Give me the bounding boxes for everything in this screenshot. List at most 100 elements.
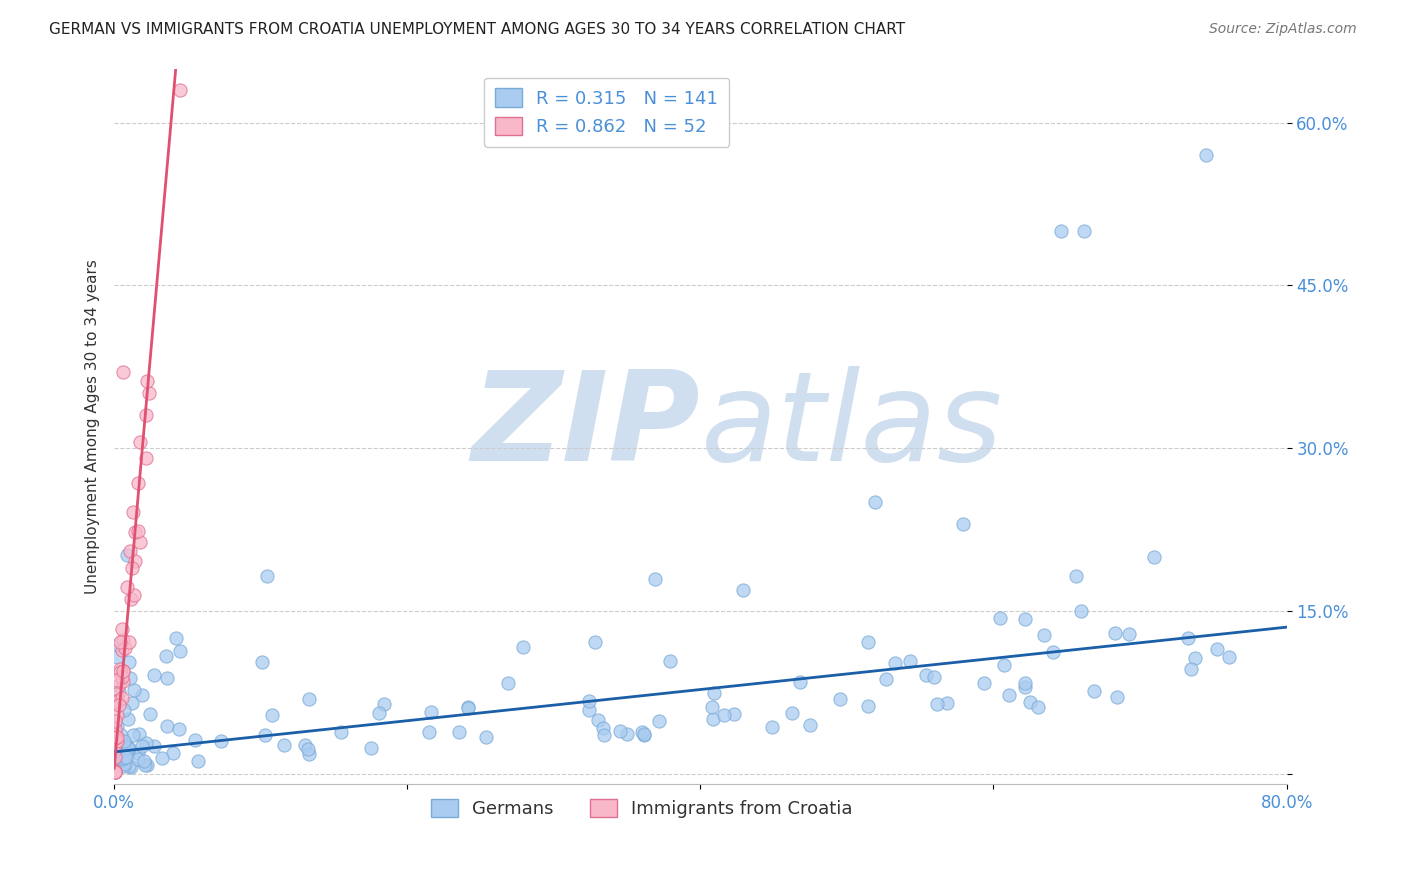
Point	[112, 703, 135, 717]
Point	[1042, 645, 1064, 659]
Point	[457, 700, 479, 714]
Point	[723, 707, 745, 722]
Point	[134, 758, 156, 772]
Point	[703, 686, 725, 700]
Legend: Germans, Immigrants from Croatia: Germans, Immigrants from Croatia	[423, 792, 860, 825]
Point	[107, 684, 129, 698]
Point	[127, 752, 149, 766]
Point	[294, 738, 316, 752]
Point	[997, 688, 1019, 702]
Point	[128, 746, 150, 760]
Point	[143, 739, 166, 754]
Point	[209, 734, 232, 748]
Point	[111, 623, 134, 637]
Point	[131, 739, 153, 753]
Point	[110, 754, 132, 768]
Point	[112, 757, 135, 772]
Point	[1014, 681, 1036, 695]
Point	[124, 588, 146, 602]
Point	[105, 731, 128, 745]
Point	[884, 656, 907, 670]
Point	[367, 706, 389, 720]
Point	[120, 591, 142, 606]
Point	[115, 580, 138, 594]
Point	[111, 670, 134, 684]
Point	[167, 722, 190, 736]
Point	[112, 751, 135, 765]
Point	[143, 668, 166, 682]
Point	[733, 582, 755, 597]
Point	[256, 569, 278, 583]
Point	[988, 610, 1011, 624]
Point	[104, 738, 127, 752]
Point	[117, 741, 139, 756]
Point	[135, 736, 157, 750]
Point	[630, 725, 652, 739]
Point	[914, 667, 936, 681]
Point	[1142, 549, 1164, 564]
Point	[900, 653, 922, 667]
Point	[124, 682, 146, 697]
Point	[127, 475, 149, 490]
Point	[1195, 148, 1218, 162]
Point	[578, 703, 600, 717]
Point	[1206, 641, 1229, 656]
Point	[648, 714, 671, 728]
Point	[1104, 625, 1126, 640]
Point	[250, 655, 273, 669]
Y-axis label: Unemployment Among Ages 30 to 34 years: Unemployment Among Ages 30 to 34 years	[86, 259, 100, 594]
Point	[496, 675, 519, 690]
Point	[139, 707, 162, 722]
Point	[131, 688, 153, 702]
Point	[863, 495, 886, 509]
Point	[112, 759, 135, 773]
Point	[856, 635, 879, 649]
Point	[111, 642, 134, 657]
Point	[702, 712, 724, 726]
Point	[298, 747, 321, 761]
Point	[1184, 650, 1206, 665]
Point	[1026, 700, 1049, 714]
Point	[121, 561, 143, 575]
Point	[105, 708, 128, 723]
Point	[713, 707, 735, 722]
Point	[952, 516, 974, 531]
Point	[169, 83, 191, 97]
Point	[138, 386, 160, 401]
Point	[105, 734, 128, 748]
Point	[111, 752, 134, 766]
Text: GERMAN VS IMMIGRANTS FROM CROATIA UNEMPLOYMENT AMONG AGES 30 TO 34 YEARS CORRELA: GERMAN VS IMMIGRANTS FROM CROATIA UNEMPL…	[49, 22, 905, 37]
Point	[583, 634, 606, 648]
Point	[104, 750, 127, 764]
Point	[924, 670, 946, 684]
Point	[104, 765, 127, 780]
Point	[104, 765, 127, 780]
Point	[108, 638, 131, 652]
Point	[121, 505, 143, 519]
Point	[115, 746, 138, 760]
Point	[162, 746, 184, 760]
Point	[330, 725, 353, 739]
Point	[925, 697, 948, 711]
Point	[120, 760, 142, 774]
Point	[135, 409, 157, 423]
Point	[447, 724, 470, 739]
Point	[1014, 676, 1036, 690]
Point	[420, 705, 443, 719]
Point	[112, 674, 135, 689]
Text: atlas: atlas	[700, 366, 1002, 487]
Point	[105, 673, 128, 687]
Point	[789, 675, 811, 690]
Point	[111, 632, 134, 647]
Point	[592, 721, 614, 735]
Point	[135, 374, 157, 388]
Point	[111, 664, 134, 678]
Point	[1218, 650, 1240, 665]
Point	[105, 649, 128, 664]
Point	[118, 634, 141, 648]
Point	[104, 694, 127, 708]
Point	[118, 656, 141, 670]
Point	[418, 725, 440, 739]
Point	[856, 698, 879, 713]
Point	[360, 740, 382, 755]
